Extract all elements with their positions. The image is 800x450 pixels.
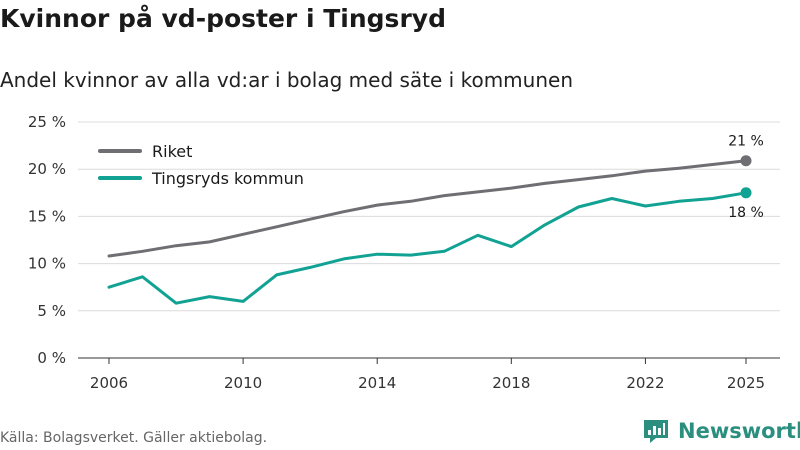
chart-subtitle: Andel kvinnor av alla vd:ar i bolag med … [0,68,573,92]
y-tick-label: 5 % [37,302,66,320]
newsworthy-logo-icon [644,420,668,443]
x-tick-label: 2006 [90,374,128,392]
brand-logo: Newsworthy [642,418,800,444]
y-tick-label: 20 % [28,160,66,178]
series-line-tingsryd [107,191,748,305]
x-tick-label: 2018 [492,374,530,392]
y-tick-label: 10 % [28,255,66,273]
y-tick-label: 25 % [28,113,66,131]
brand-name: Newsworthy [678,419,800,443]
chart-title: Kvinnor på vd-poster i Tingsryd [0,4,446,33]
legend-label: Tingsryds kommun [151,169,304,188]
x-tick-label: 2025 [727,374,765,392]
axes: 0 % 5 % 10 % 15 % 20 % 25 % 2006 2010 2014 2018 20… [28,113,780,392]
source-note: Källa: Bolagsverket. Gäller aktiebolag. [0,430,268,446]
series-end-point [740,187,752,199]
legend: Riket Tingsryds kommun [98,142,304,188]
legend-label: Riket [152,142,192,161]
y-tick-label: 15 % [28,207,66,225]
x-tick-label: 2014 [358,374,396,392]
y-tick-label: 0 % [37,349,66,367]
series: 21 % 18 % [107,134,764,305]
x-tick-label: 2010 [224,374,262,392]
series-end-point [740,155,752,167]
end-value-label: 18 % [728,205,764,221]
series-line-riket [107,159,748,258]
end-value-label: 21 % [728,134,764,150]
x-tick-label: 2022 [626,374,664,392]
